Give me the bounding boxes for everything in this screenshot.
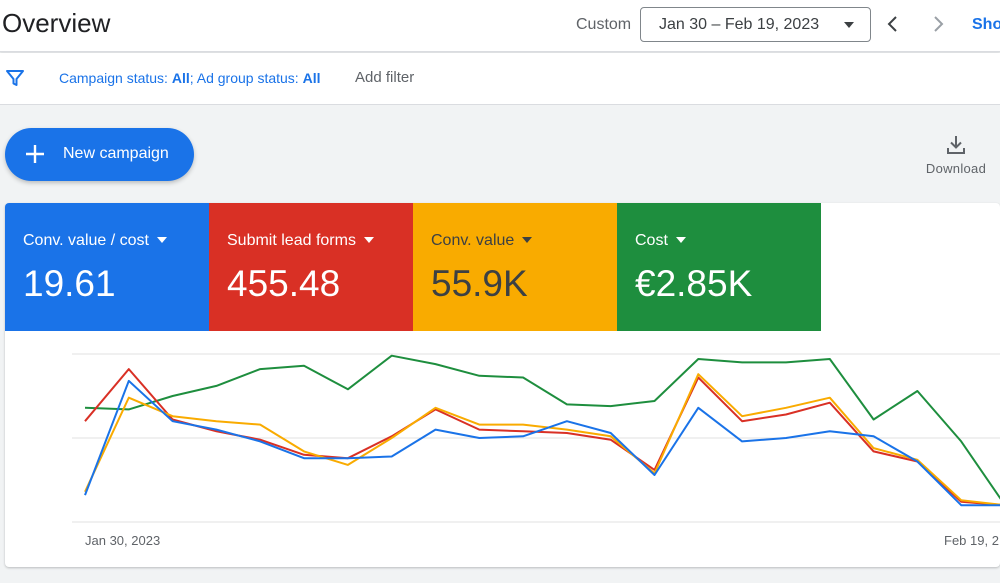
- caret-down-icon: [363, 236, 374, 243]
- scorecard-value: 55.9K: [431, 263, 528, 304]
- scorecard-conv-value-cost[interactable]: Conv. value / cost 19.61: [5, 203, 209, 331]
- download-label: Download: [925, 161, 987, 176]
- performance-line-chart: Jan 30, 2023 Feb 19, 2: [72, 353, 1000, 548]
- scorecard-value: €2.85K: [635, 263, 753, 304]
- date-range-value: Jan 30 – Feb 19, 2023: [659, 16, 820, 33]
- scorecard-submit-lead-forms[interactable]: Submit lead forms 455.48: [209, 203, 413, 331]
- chevron-right-icon[interactable]: [926, 12, 950, 36]
- caret-down-icon: [675, 236, 686, 243]
- date-range-select[interactable]: Jan 30 – Feb 19, 2023: [640, 7, 871, 42]
- filter-bar: Campaign status: All; Ad group status: A…: [0, 53, 1000, 105]
- page-title: Overview: [2, 8, 111, 38]
- active-filters[interactable]: Campaign status: All; Ad group status: A…: [59, 70, 320, 86]
- new-campaign-button[interactable]: New campaign: [5, 128, 194, 181]
- series-line-2: [84, 373, 1000, 506]
- download-button[interactable]: Download: [920, 133, 992, 181]
- date-range-type-label: Custom: [576, 16, 632, 33]
- caret-down-icon: [844, 22, 854, 28]
- performance-card: Conv. value / cost 19.61 Submit lead for…: [5, 203, 1000, 567]
- scorecard-cost[interactable]: Cost €2.85K: [617, 203, 821, 331]
- plus-icon: [26, 145, 44, 163]
- filter-separator: ;: [189, 70, 197, 86]
- ad-group-status-value: All: [302, 70, 321, 86]
- x-tick-label-start: Jan 30, 2023: [85, 533, 160, 548]
- top-header: Overview Custom Jan 30 – Feb 19, 2023 Sh…: [0, 0, 1000, 52]
- ad-group-status-label: Ad group status:: [196, 70, 303, 86]
- scorecard-label: Cost: [635, 232, 668, 249]
- new-campaign-label: New campaign: [63, 145, 169, 162]
- scorecard-label: Conv. value: [431, 232, 515, 249]
- download-icon: [947, 136, 965, 154]
- show-link[interactable]: Sho: [972, 16, 1000, 33]
- series-line-3: [84, 379, 1000, 507]
- add-filter-button[interactable]: Add filter: [355, 69, 415, 86]
- caret-down-icon: [522, 236, 533, 243]
- scorecard-label: Submit lead forms: [227, 232, 356, 249]
- campaign-status-value: All: [171, 70, 190, 86]
- scorecard-conv-value[interactable]: Conv. value 55.9K: [413, 203, 617, 331]
- x-tick-label-end: Feb 19, 2: [944, 533, 999, 548]
- campaign-status-label: Campaign status:: [59, 70, 172, 86]
- scorecard-value: 455.48: [227, 263, 341, 304]
- scorecard-label: Conv. value / cost: [23, 232, 149, 249]
- chevron-left-icon[interactable]: [881, 12, 905, 36]
- series-line-0: [84, 354, 1000, 500]
- caret-down-icon: [156, 236, 167, 243]
- scorecard-value: 19.61: [23, 263, 116, 304]
- filter-icon[interactable]: [5, 68, 25, 88]
